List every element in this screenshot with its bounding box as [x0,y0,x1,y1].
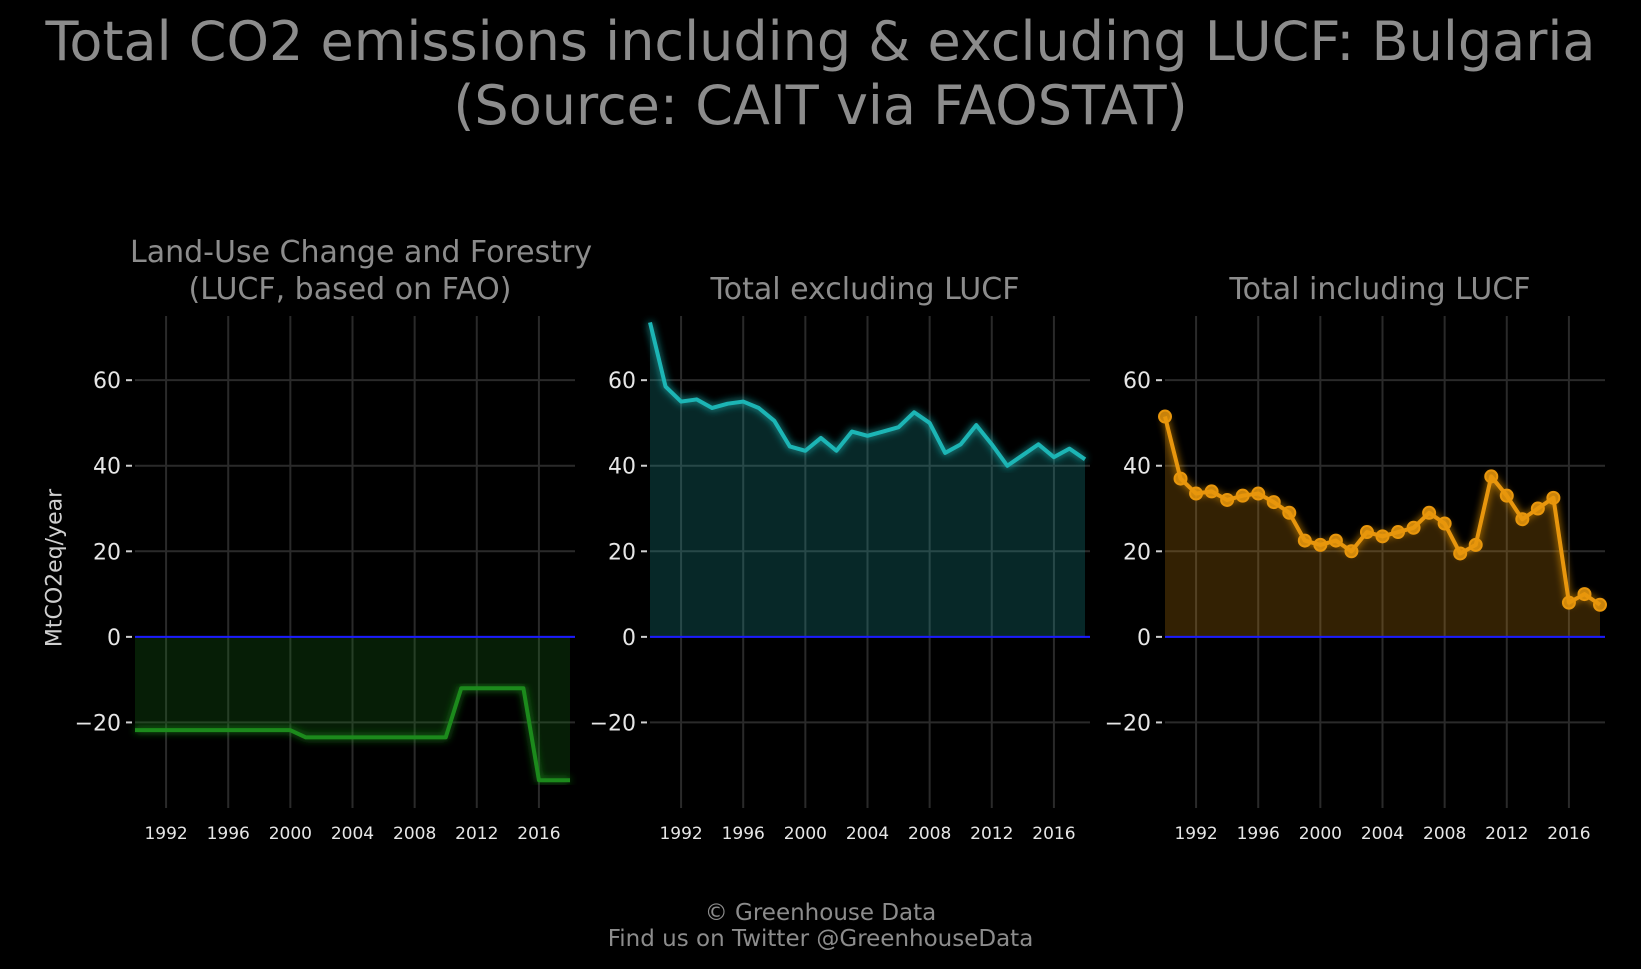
x-tick-label: 1996 [722,824,765,844]
series-area [1165,416,1600,637]
data-point [1375,529,1390,544]
footer-copyright: © Greenhouse Data [704,900,937,926]
x-tick-label: 1996 [207,824,250,844]
x-tick-label: 2012 [970,824,1013,844]
data-point [1313,537,1328,552]
x-tick-label: 2008 [393,824,436,844]
y-tick-label: 20 [1123,540,1151,565]
y-tick-label: 0 [622,626,636,651]
data-point [1220,492,1235,507]
x-tick-label: 2004 [331,824,374,844]
data-point [1593,597,1607,612]
data-point [1204,484,1219,499]
x-tick-label: 2000 [269,824,312,844]
y-tick-label: 20 [93,540,121,565]
data-point [1422,505,1437,520]
data-point [1499,488,1514,503]
y-tick-label: 60 [608,369,636,394]
panel-1-title-line1: Land-Use Change and Forestry [130,235,593,270]
panel-2: −20 0 20 40 60 1992 1996 2000 2004 2008 2012 2016 [590,316,1090,844]
data-point [1297,533,1312,548]
data-point [1406,520,1421,535]
series-line [135,686,570,783]
y-tick-label: 0 [1137,626,1151,651]
chart-title-line1: Total CO2 emissions including & excludin… [45,10,1596,73]
series-area [650,322,1085,637]
x-tick-label: 1992 [659,824,702,844]
panel-3-title-line2: Total including LUCF [1229,272,1531,307]
x-tick-label: 2000 [1299,824,1342,844]
data-point [1266,495,1281,510]
y-tick-label: 60 [1123,369,1151,394]
data-point [1546,490,1561,505]
series-area [135,636,570,781]
y-tick-label: 40 [93,455,121,480]
data-point [1173,471,1188,486]
x-tick-label: 2008 [1423,824,1466,844]
panel-3-title: Total including LUCF [1160,271,1600,308]
y-tick-label: 40 [608,455,636,480]
x-tick-label: 2016 [1032,824,1075,844]
panel-2-title: Total excluding LUCF [645,271,1085,308]
panel-1: −20 0 20 40 60 1992 1996 2000 2004 2008 2012 2016 [75,316,575,844]
y-tick-label: 60 [93,369,121,394]
data-point [1158,409,1172,424]
panel-3: −20 0 20 40 60 1992 1996 2000 2004 2008 2012 2016 [1105,316,1607,844]
data-point [1251,486,1266,501]
x-tick-label: 2016 [517,824,560,844]
x-tick-label: 2004 [846,824,889,844]
y-tick-label: −20 [590,711,636,736]
panel-1-title: Land-Use Change and Forestry (LUCF, base… [130,234,593,308]
x-tick-label: 1992 [144,824,187,844]
chart-title: Total CO2 emissions including & excludin… [0,10,1641,138]
x-tick-label: 1996 [1237,824,1280,844]
data-point [1468,537,1483,552]
x-tick-label: 2000 [784,824,827,844]
footer: © Greenhouse Data Find us on Twitter @Gr… [0,900,1641,952]
x-tick-label: 2016 [1547,824,1590,844]
data-point [1484,469,1499,484]
x-tick-label: 1992 [1174,824,1217,844]
series-line [648,321,1087,468]
panel-1-title-line2: (LUCF, based on FAO) [188,272,512,307]
data-point [1391,525,1406,540]
data-point [1561,595,1576,610]
data-point [1515,512,1530,527]
data-point [1235,488,1250,503]
panel-2-title-line2: Total excluding LUCF [710,272,1020,307]
x-tick-label: 2012 [1485,824,1528,844]
y-tick-label: −20 [75,711,121,736]
data-point [1344,544,1359,559]
data-point [1189,486,1204,501]
x-tick-label: 2004 [1361,824,1404,844]
footer-twitter: Find us on Twitter @GreenhouseData [607,926,1034,952]
y-tick-label: 40 [1123,455,1151,480]
data-point [1453,546,1468,561]
data-point [1359,525,1374,540]
x-tick-label: 2008 [908,824,951,844]
chart-title-line2: (Source: CAIT via FAOSTAT) [453,74,1188,137]
data-point [1530,501,1545,516]
data-point [1577,587,1592,602]
y-tick-label: 20 [608,540,636,565]
x-tick-label: 2012 [455,824,498,844]
data-point [1282,505,1297,520]
y-tick-label: −20 [1105,711,1151,736]
data-point [1437,516,1452,531]
data-point [1328,533,1343,548]
y-tick-label: 0 [107,626,121,651]
